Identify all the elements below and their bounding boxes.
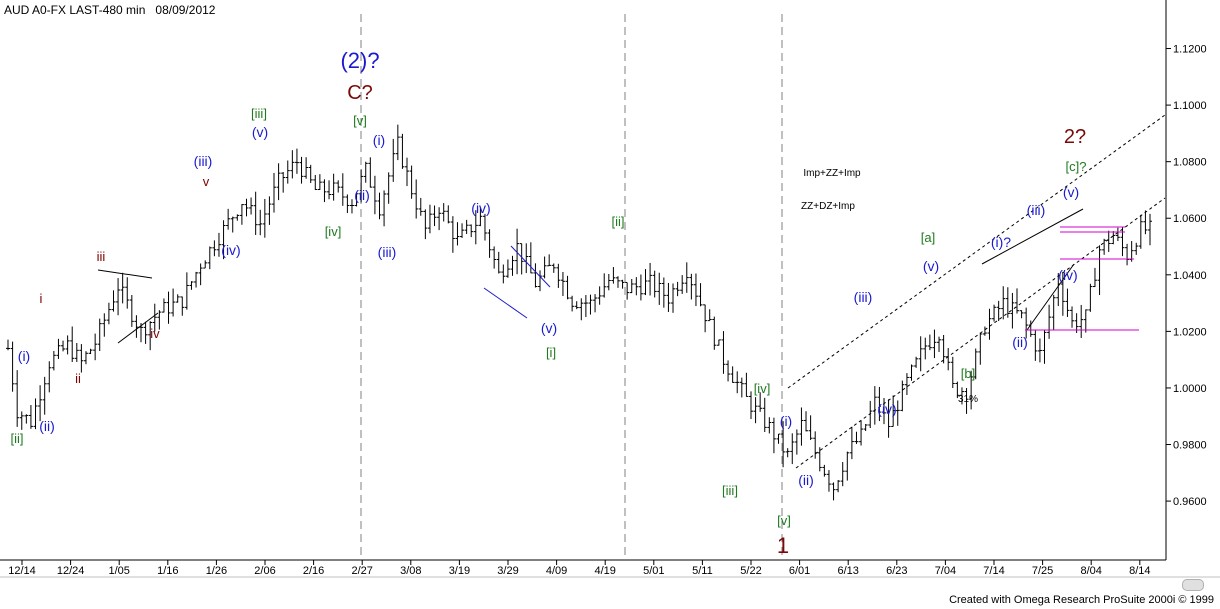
wave-label: [b] [961, 366, 975, 381]
x-tick-label: 8/04 [1080, 565, 1101, 577]
x-tick-label: 12/24 [57, 565, 85, 577]
wave-label: (i) [780, 413, 792, 429]
wave-label: [iii] [251, 106, 267, 121]
wave-label: (iii) [854, 289, 873, 305]
triangle-lower-line [117, 312, 159, 344]
x-tick-label: 1/26 [206, 565, 227, 577]
wave-label: (2)? [340, 48, 379, 73]
x-tick-label: 5/22 [740, 565, 761, 577]
x-tick-label: 7/04 [935, 565, 956, 577]
wave-label: [ii] [11, 431, 24, 446]
y-tick-label: 1.0800 [1173, 157, 1207, 169]
diagonal-lower-line [1026, 263, 1075, 331]
wave-label: [iv] [325, 224, 342, 239]
wave-label: (iv) [1058, 267, 1077, 283]
trendline-overlays [97, 114, 1166, 469]
wave-label: [iv] [754, 381, 771, 396]
x-tick-label: 4/19 [594, 565, 615, 577]
wave-label: [i] [546, 345, 556, 360]
wave-label: ii [75, 371, 81, 386]
x-tick-label: 1/05 [108, 565, 129, 577]
y-tick-label: 1.1000 [1173, 100, 1207, 112]
wave-label: [c]? [1066, 159, 1087, 174]
x-axis: 12/14 12/24 1/05 1/16 1/26 2/06 2/16 2/27 3/08 3/… [8, 560, 1151, 577]
wave-label: 2? [1064, 126, 1086, 148]
scroll-thumb[interactable] [1182, 579, 1204, 591]
x-tick-label: 7/25 [1032, 565, 1053, 577]
y-tick-label: 0.9800 [1173, 440, 1207, 452]
x-tick-label: 7/14 [983, 565, 1004, 577]
x-tick-label: 8/14 [1129, 565, 1150, 577]
x-tick-label: 1/16 [157, 565, 178, 577]
wave-label: (iii) [1027, 202, 1046, 218]
wave-label: (v) [252, 124, 268, 140]
wedge-upper-line [510, 245, 551, 288]
triangle-upper-line [97, 269, 153, 279]
x-tick-label: 6/23 [886, 565, 907, 577]
chart-frame [0, 0, 1220, 578]
wave-label: C? [347, 82, 373, 104]
x-tick-label: 2/27 [351, 565, 372, 577]
wave-divider-lines [360, 14, 783, 560]
wave-label: v [203, 174, 210, 189]
y-tick-label: 0.9600 [1173, 496, 1207, 508]
wave-label: [v] [353, 113, 367, 128]
y-tick-label: 1.1200 [1173, 44, 1207, 56]
wave-label: (iv) [877, 401, 896, 417]
x-tick-label: 6/13 [837, 565, 858, 577]
wave-label: iv [150, 326, 160, 341]
y-tick-label: 1.0000 [1173, 383, 1207, 395]
annotation-label: Imp+ZZ+Imp [803, 168, 861, 179]
x-tick-label: 12/14 [8, 565, 36, 577]
wave-label: (ii) [39, 418, 55, 434]
wave-label: (ii) [354, 187, 370, 203]
wave-label: (v) [923, 258, 939, 274]
x-tick-label: 2/06 [254, 565, 275, 577]
y-axis: 1.1200 1.1000 1.0800 1.0600 1.0400 1.0200 1.00… [1166, 44, 1207, 508]
x-tick-label: 3/08 [400, 565, 421, 577]
wave-label: 1 [777, 533, 789, 558]
x-tick-label: 5/01 [643, 565, 664, 577]
wave-label: [a] [921, 230, 935, 245]
wave-label: (iii) [194, 153, 213, 169]
y-tick-label: 1.0400 [1173, 270, 1207, 282]
chart-header: AUD A0-FX LAST-480 min 08/09/2012 [4, 3, 215, 17]
wave-label: [iii] [722, 483, 738, 498]
wave-label: [ii] [612, 214, 625, 229]
annotation-label: ZZ+DZ+Imp [801, 201, 855, 212]
wave-label: (iv) [221, 242, 240, 258]
x-tick-label: 6/01 [789, 565, 810, 577]
price-bars [6, 124, 1152, 501]
wave-labels: (2)?C?12?[ii](ii)(i)iiiiiiivv(iii)(iv)(v… [11, 48, 1087, 558]
diagonal-upper-line [981, 208, 1084, 265]
x-tick-label: 4/09 [546, 565, 567, 577]
wave-label: i [40, 291, 43, 306]
x-tick-label: 3/19 [449, 565, 470, 577]
symbol-label: AUD A0-FX LAST-480 min [4, 3, 146, 17]
wave-label: (i) [18, 348, 30, 364]
wave-label: (v) [541, 320, 557, 336]
wave-label: (v) [1063, 184, 1079, 200]
wave-label: (iv) [471, 200, 490, 216]
x-tick-label: 3/29 [497, 565, 518, 577]
wedge-lower-line [483, 287, 528, 319]
x-tick-label: 5/11 [692, 565, 713, 577]
y-tick-label: 1.0600 [1173, 213, 1207, 225]
annotation-label: 31% [958, 394, 978, 405]
wave-label: iii [97, 249, 106, 264]
channel-lower-line [795, 197, 1166, 469]
wave-label: (ii) [798, 472, 814, 488]
footer-credit: Created with Omega Research ProSuite 200… [949, 594, 1214, 606]
header-date: 08/09/2012 [155, 3, 216, 17]
x-tick-label: 2/16 [303, 565, 324, 577]
wave-label: (ii) [1012, 334, 1028, 350]
y-tick-label: 1.0200 [1173, 326, 1207, 338]
wave-label: (i) [373, 132, 385, 148]
wave-label: (iii) [378, 244, 397, 260]
wave-label: (i)? [991, 234, 1011, 250]
wave-label: [v] [777, 513, 791, 528]
